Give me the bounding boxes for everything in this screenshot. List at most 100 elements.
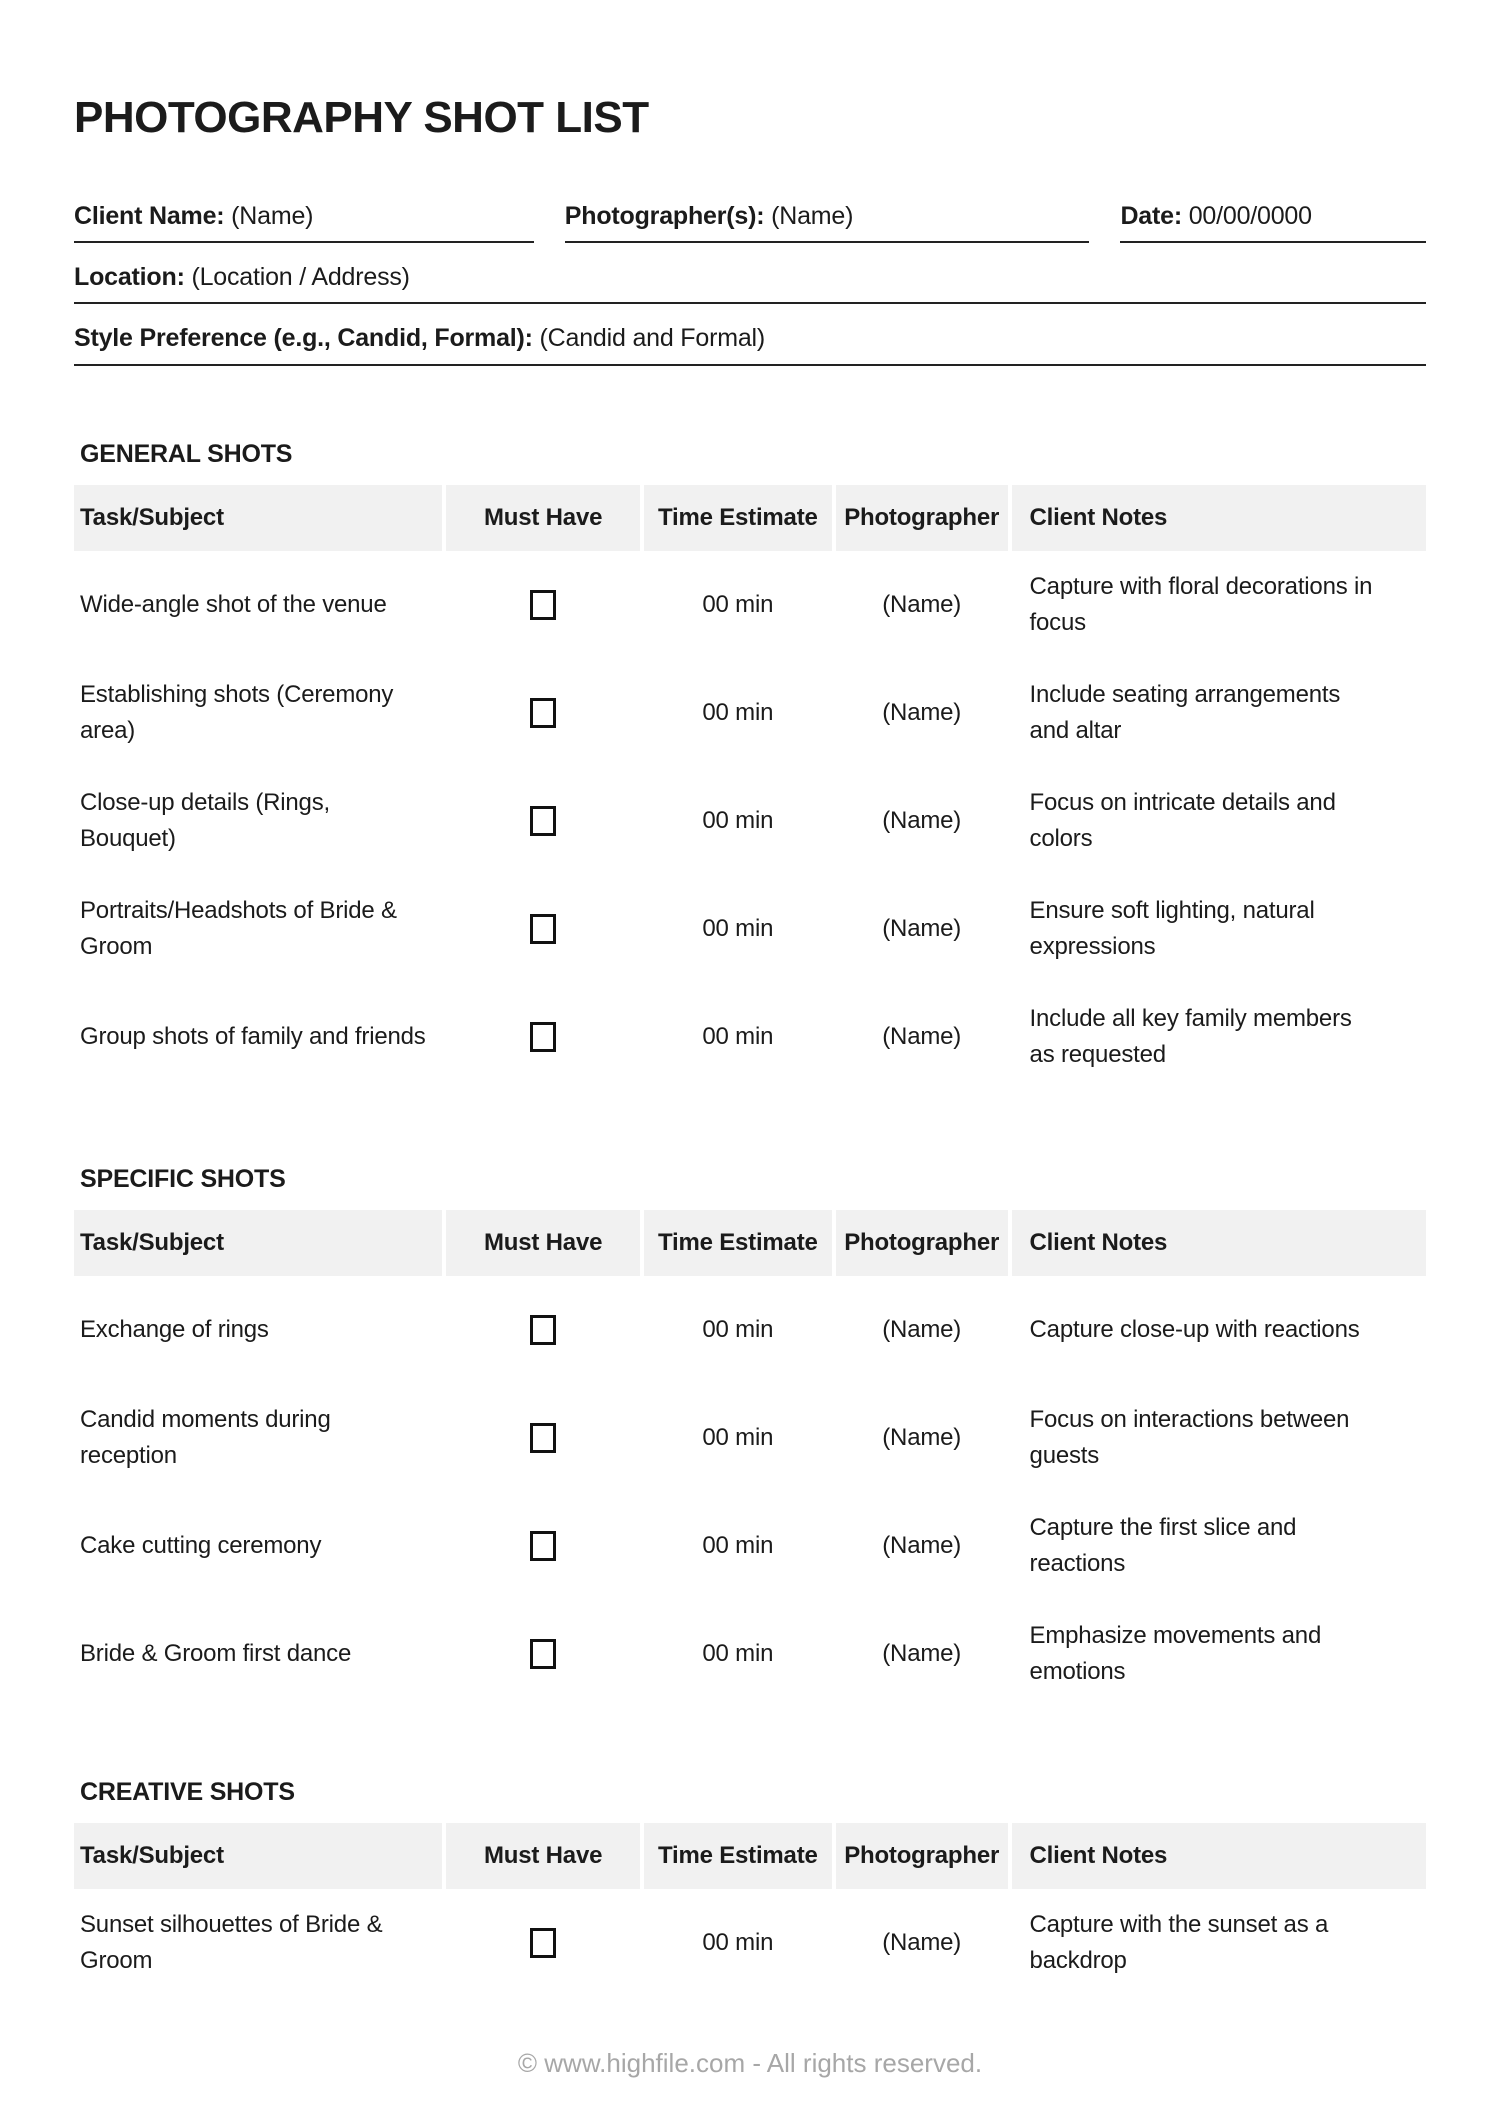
must-have-checkbox[interactable]: [530, 806, 557, 837]
must-have-checkbox[interactable]: [530, 1928, 557, 1959]
section-specific-shots: SPECIFIC SHOTS Task/Subject Must Have Ti…: [74, 1164, 1426, 1708]
must-have-checkbox[interactable]: [530, 1315, 557, 1346]
client-notes-cell: Include all key family members as reques…: [1007, 982, 1426, 1091]
client-name-label: Client Name:: [74, 202, 225, 230]
page-title: PHOTOGRAPHY SHOT LIST: [74, 93, 649, 142]
time-estimate-cell: 00 min: [639, 766, 834, 875]
table-row: Group shots of family and friends 00 min(…: [74, 982, 1426, 1091]
table-row: Wide-angle shot of the venue 00 min (Name)…: [74, 550, 1426, 659]
table-row: Bride & Groom first dance 00 min (Name) Emp…: [74, 1599, 1426, 1708]
must-have-checkbox[interactable]: [530, 698, 557, 729]
photographer-cell: (Name): [831, 550, 1010, 659]
client-notes-cell: Emphasize movements and emotions: [1007, 1599, 1426, 1708]
client-notes-cell: Focus on interactions between guests: [1007, 1383, 1426, 1492]
table-row: Portraits/Headshots of Bride & Groom 00 m…: [74, 874, 1426, 983]
col-header-task: Task/Subject: [74, 484, 445, 551]
date-field[interactable]: Date: 00/00/0000: [1120, 200, 1426, 243]
task-cell: Cake cutting ceremony: [80, 1531, 322, 1559]
date-value: 00/00/0000: [1188, 202, 1312, 230]
must-have-cell: [442, 1599, 642, 1708]
table-row: Candid moments during reception 00 min (Na…: [74, 1383, 1426, 1492]
must-have-checkbox[interactable]: [530, 914, 557, 945]
table-header-row: Task/Subject Must Have Time Estimate Pho…: [74, 484, 1426, 551]
client-notes-cell: Focus on intricate details and colors: [1007, 766, 1426, 875]
col-header-time-estimate: Time Estimate: [639, 1822, 834, 1889]
task-cell: Wide-angle shot of the venue: [80, 590, 387, 618]
photographer-cell: (Name): [831, 1491, 1010, 1600]
table-row: Establishing shots (Ceremony area) 00 min…: [74, 658, 1426, 767]
col-header-must-have: Must Have: [442, 1822, 642, 1889]
section-heading-general: GENERAL SHOTS: [80, 439, 293, 468]
fields-row: Client Name: (Name) Photographer(s): (Na…: [74, 200, 1426, 243]
must-have-checkbox[interactable]: [530, 1022, 557, 1053]
location-value: (Location / Address): [191, 262, 410, 291]
col-header-photographer: Photographer: [831, 484, 1010, 551]
photographer-cell: (Name): [831, 1599, 1010, 1708]
col-header-time-estimate: Time Estimate: [639, 1209, 834, 1276]
table-header-row: Task/Subject Must Have Time Estimate Pho…: [74, 1822, 1426, 1889]
client-notes-cell: Capture close-up with reactions: [1007, 1275, 1426, 1384]
photographers-value: (Name): [771, 202, 854, 230]
time-estimate-cell: 00 min: [639, 658, 834, 767]
general-shots-table: Task/Subject Must Have Time Estimate Pho…: [74, 484, 1426, 1091]
must-have-checkbox[interactable]: [530, 1423, 557, 1454]
time-estimate-cell: 00 min: [639, 1888, 834, 1997]
photographer-cell: (Name): [831, 766, 1010, 875]
must-have-cell: [442, 982, 642, 1091]
must-have-checkbox[interactable]: [530, 590, 557, 621]
photographer-cell: (Name): [831, 982, 1010, 1091]
col-header-task: Task/Subject: [74, 1822, 445, 1889]
date-label: Date:: [1120, 202, 1182, 230]
location-label: Location:: [74, 262, 185, 291]
client-notes-cell: Capture with the sunset as a backdrop: [1007, 1888, 1426, 1997]
col-header-client-notes: Client Notes: [1007, 1209, 1426, 1276]
photographers-field[interactable]: Photographer(s): (Name): [564, 200, 1090, 243]
task-cell: Exchange of rings: [80, 1315, 269, 1343]
header-fields: Client Name: (Name) Photographer(s): (Na…: [74, 200, 1426, 366]
client-notes-cell: Include seating arrangements and altar: [1007, 658, 1426, 767]
must-have-cell: [442, 1888, 642, 1997]
style-preference-field[interactable]: Style Preference (e.g., Candid, Formal):…: [74, 322, 1426, 366]
col-header-photographer: Photographer: [831, 1209, 1010, 1276]
time-estimate-cell: 00 min: [639, 1275, 834, 1384]
task-cell: Group shots of family and friends: [80, 1022, 426, 1050]
col-header-client-notes: Client Notes: [1007, 484, 1426, 551]
creative-shots-table: Task/Subject Must Have Time Estimate Pho…: [74, 1822, 1426, 1997]
table-row: Sunset silhouettes of Bride & Groom 00 mi…: [74, 1888, 1426, 1997]
client-name-value: (Name): [231, 202, 314, 230]
specific-shots-table: Task/Subject Must Have Time Estimate Pho…: [74, 1209, 1426, 1708]
col-header-must-have: Must Have: [442, 484, 642, 551]
time-estimate-cell: 00 min: [639, 874, 834, 983]
photographers-label: Photographer(s):: [564, 202, 765, 230]
table-row: Exchange of rings 00 min (Name) Capture clo…: [74, 1275, 1426, 1384]
copyright-footer: © www.highfile.com - All rights reserved…: [517, 2048, 983, 2078]
task-cell: Close-up details (Rings, Bouquet): [80, 788, 330, 852]
section-general-shots: GENERAL SHOTS Task/Subject Must Have Tim…: [74, 439, 1426, 1091]
task-cell: Establishing shots (Ceremony area): [80, 680, 394, 744]
col-header-task: Task/Subject: [74, 1209, 445, 1276]
style-preference-label: Style Preference (e.g., Candid, Formal):: [74, 324, 533, 352]
must-have-cell: [442, 550, 642, 659]
photographer-cell: (Name): [831, 1383, 1010, 1492]
task-cell: Bride & Groom first dance: [80, 1639, 352, 1667]
must-have-checkbox[interactable]: [530, 1639, 557, 1670]
table-row: Cake cutting ceremony 00 min (Name) Capture…: [74, 1491, 1426, 1600]
must-have-cell: [442, 766, 642, 875]
must-have-cell: [442, 874, 642, 983]
time-estimate-cell: 00 min: [639, 1383, 834, 1492]
client-name-field[interactable]: Client Name: (Name): [74, 200, 534, 243]
time-estimate-cell: 00 min: [639, 1599, 834, 1708]
must-have-cell: [442, 1383, 642, 1492]
section-heading-specific: SPECIFIC SHOTS: [80, 1164, 286, 1193]
photographer-cell: (Name): [831, 658, 1010, 767]
must-have-checkbox[interactable]: [530, 1531, 557, 1562]
location-field[interactable]: Location: (Location / Address): [74, 261, 1426, 304]
must-have-cell: [442, 1491, 642, 1600]
client-notes-cell: Ensure soft lighting, natural expression…: [1007, 874, 1426, 983]
client-notes-cell: Capture with floral decorations in focus: [1007, 550, 1426, 659]
time-estimate-cell: 00 min: [639, 550, 834, 659]
must-have-cell: [442, 1275, 642, 1384]
task-cell: Candid moments during reception: [80, 1405, 331, 1469]
task-cell: Sunset silhouettes of Bride & Groom: [80, 1910, 383, 1974]
